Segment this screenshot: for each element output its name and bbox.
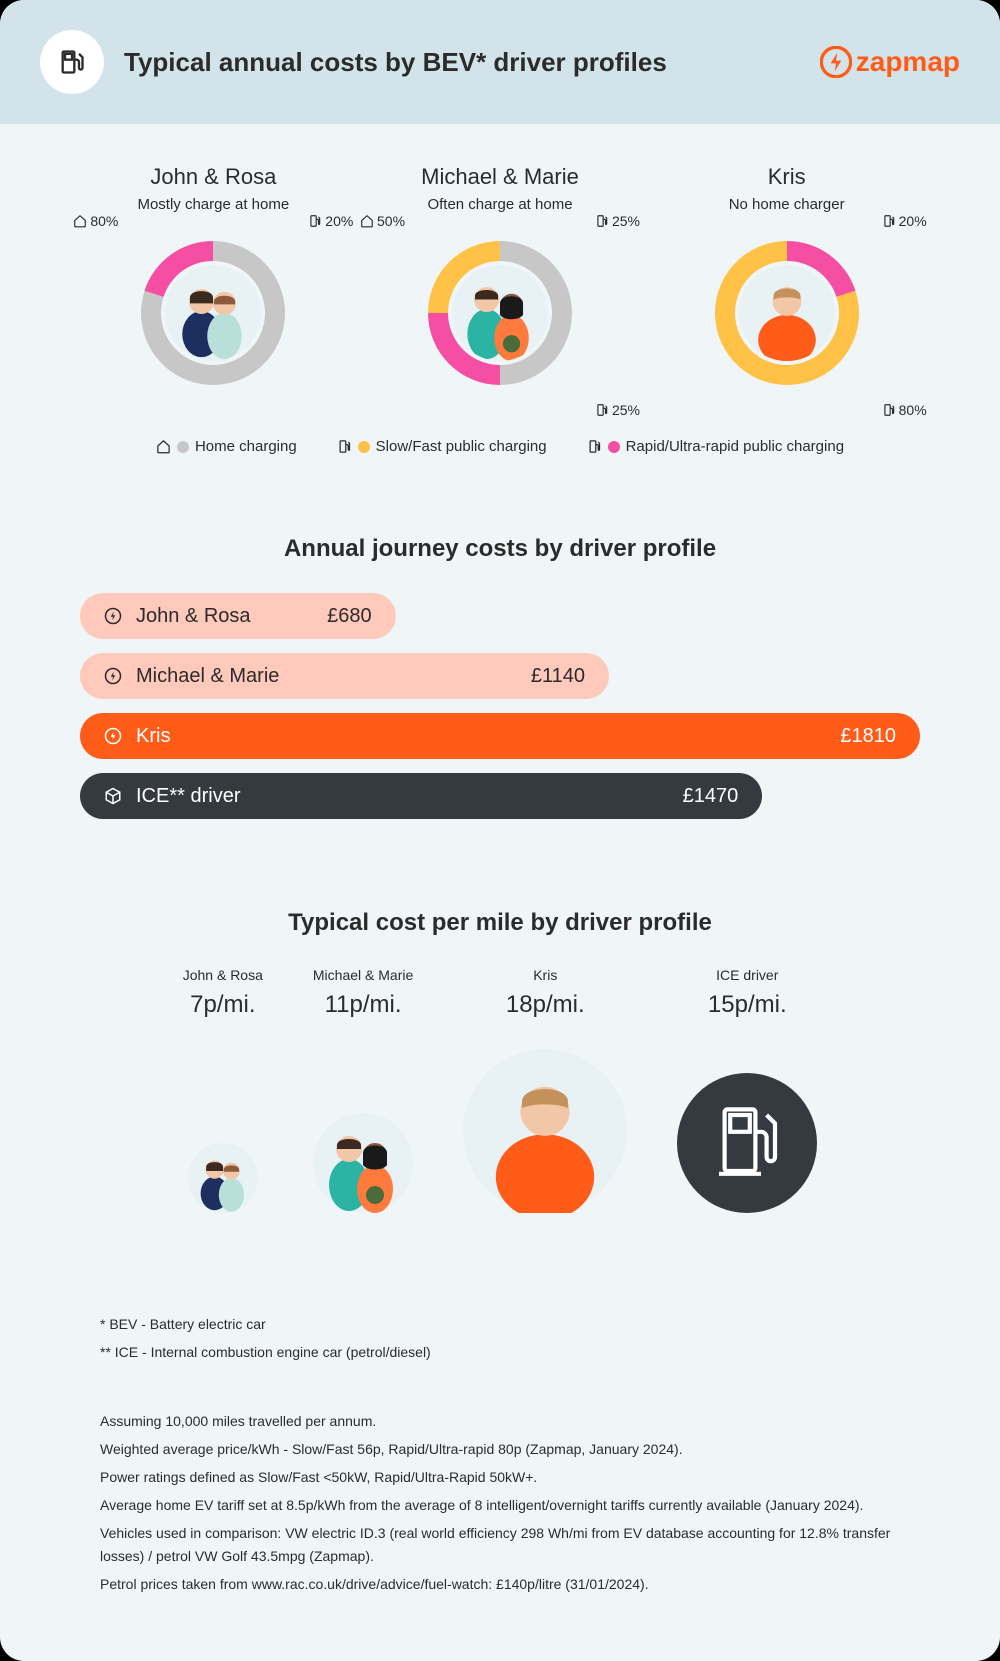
footnote-line: ** ICE - Internal combustion engine car … [100,1341,900,1365]
bar-name: John & Rosa [136,605,251,628]
bar-name: ICE** driver [136,785,240,808]
footnote-line: * BEV - Battery electric car [100,1313,900,1337]
zapmap-logo: zapmap [820,46,960,78]
profile-subtitle: No home charger [653,196,920,213]
bar-value: £1140 [531,665,585,688]
permile-title: Typical cost per mile by driver profile [80,909,920,937]
footnote-line: Average home EV tariff set at 8.5p/kWh f… [100,1494,900,1518]
legend-label: Slow/Fast public charging [376,438,547,455]
cube-icon [104,787,122,805]
cost-bar: ICE** driver £1470 [80,773,762,819]
permile-value: 7p/mi. [190,991,255,1019]
charging-legend: Home charging Slow/Fast public charging … [80,438,920,455]
pump-icon [40,30,104,94]
donut-label: 50% [360,213,405,229]
permile-name: ICE driver [716,967,778,983]
permile-value: 15p/mi. [708,991,787,1019]
permile-value: 11p/mi. [325,991,402,1019]
footnote-line: Vehicles used in comparison: VW electric… [100,1522,900,1570]
bolt-icon [104,727,122,745]
annual-bars: John & Rosa £680 Michael & Marie £1140 K… [80,593,920,819]
avatar-bubble [463,1049,627,1213]
profiles-row: John & Rosa Mostly charge at home 80%20%… [80,164,920,398]
footnote-line: Assuming 10,000 miles travelled per annu… [100,1410,900,1434]
profile-name: John & Rosa [80,164,347,190]
permile-name: John & Rosa [183,967,263,983]
permile-item: ICE driver 15p/mi. [677,967,817,1213]
legend-label: Rapid/Ultra-rapid public charging [626,438,844,455]
legend-item: Rapid/Ultra-rapid public charging [587,438,844,455]
profile-subtitle: Mostly charge at home [80,196,347,213]
bolt-icon [820,46,852,78]
legend-item: Slow/Fast public charging [337,438,547,455]
footnote-line: Petrol prices taken from www.rac.co.uk/d… [100,1573,900,1597]
donut-label: 80% [882,402,927,418]
donut-label: 20% [308,213,353,229]
permile-name: Kris [533,967,557,983]
profile-card: Kris No home charger 20%80% [653,164,920,398]
legend-item: Home charging [156,438,297,455]
profile-card: Michael & Marie Often charge at home 50%… [367,164,634,398]
profile-subtitle: Often charge at home [367,196,634,213]
permile-item: Kris 18p/mi. [463,967,627,1213]
avatar-bubble [188,1143,258,1213]
avatar-bubble [313,1113,413,1213]
donut-chart: 50%25%25% [420,233,580,398]
donut-label: 25% [595,213,640,229]
bar-value: £1810 [840,725,896,748]
header: Typical annual costs by BEV* driver prof… [0,0,1000,124]
permile-value: 18p/mi. [506,991,585,1019]
content: John & Rosa Mostly charge at home 80%20%… [0,124,1000,1661]
cost-bar: Michael & Marie £1140 [80,653,609,699]
bar-name: Michael & Marie [136,665,279,688]
donut-chart: 20%80% [707,233,867,398]
donut-label: 80% [73,213,118,229]
bar-value: £680 [327,605,372,628]
legend-label: Home charging [195,438,297,455]
infographic-page: Typical annual costs by BEV* driver prof… [0,0,1000,1661]
logo-text: zapmap [856,46,960,78]
bar-value: £1470 [683,785,739,808]
donut-label: 20% [882,213,927,229]
permile-item: John & Rosa 7p/mi. [183,967,263,1213]
cost-bar: Kris £1810 [80,713,920,759]
permile-item: Michael & Marie 11p/mi. [313,967,413,1213]
page-title: Typical annual costs by BEV* driver prof… [124,47,800,78]
footnote-line: Weighted average price/kWh - Slow/Fast 5… [100,1438,900,1462]
bolt-icon [104,667,122,685]
permile-row: John & Rosa 7p/mi. Michael & Marie 11p/m… [80,967,920,1213]
donut-chart: 80%20% [133,233,293,398]
donut-label: 25% [595,402,640,418]
bolt-icon [104,607,122,625]
cost-bar: John & Rosa £680 [80,593,396,639]
avatar-bubble [677,1073,817,1213]
footnote-line: Power ratings defined as Slow/Fast <50kW… [100,1466,900,1490]
footnotes: * BEV - Battery electric car ** ICE - Int… [80,1313,920,1597]
permile-name: Michael & Marie [313,967,413,983]
annual-title: Annual journey costs by driver profile [80,535,920,563]
profile-card: John & Rosa Mostly charge at home 80%20% [80,164,347,398]
profile-name: Michael & Marie [367,164,634,190]
profile-name: Kris [653,164,920,190]
bar-name: Kris [136,725,170,748]
